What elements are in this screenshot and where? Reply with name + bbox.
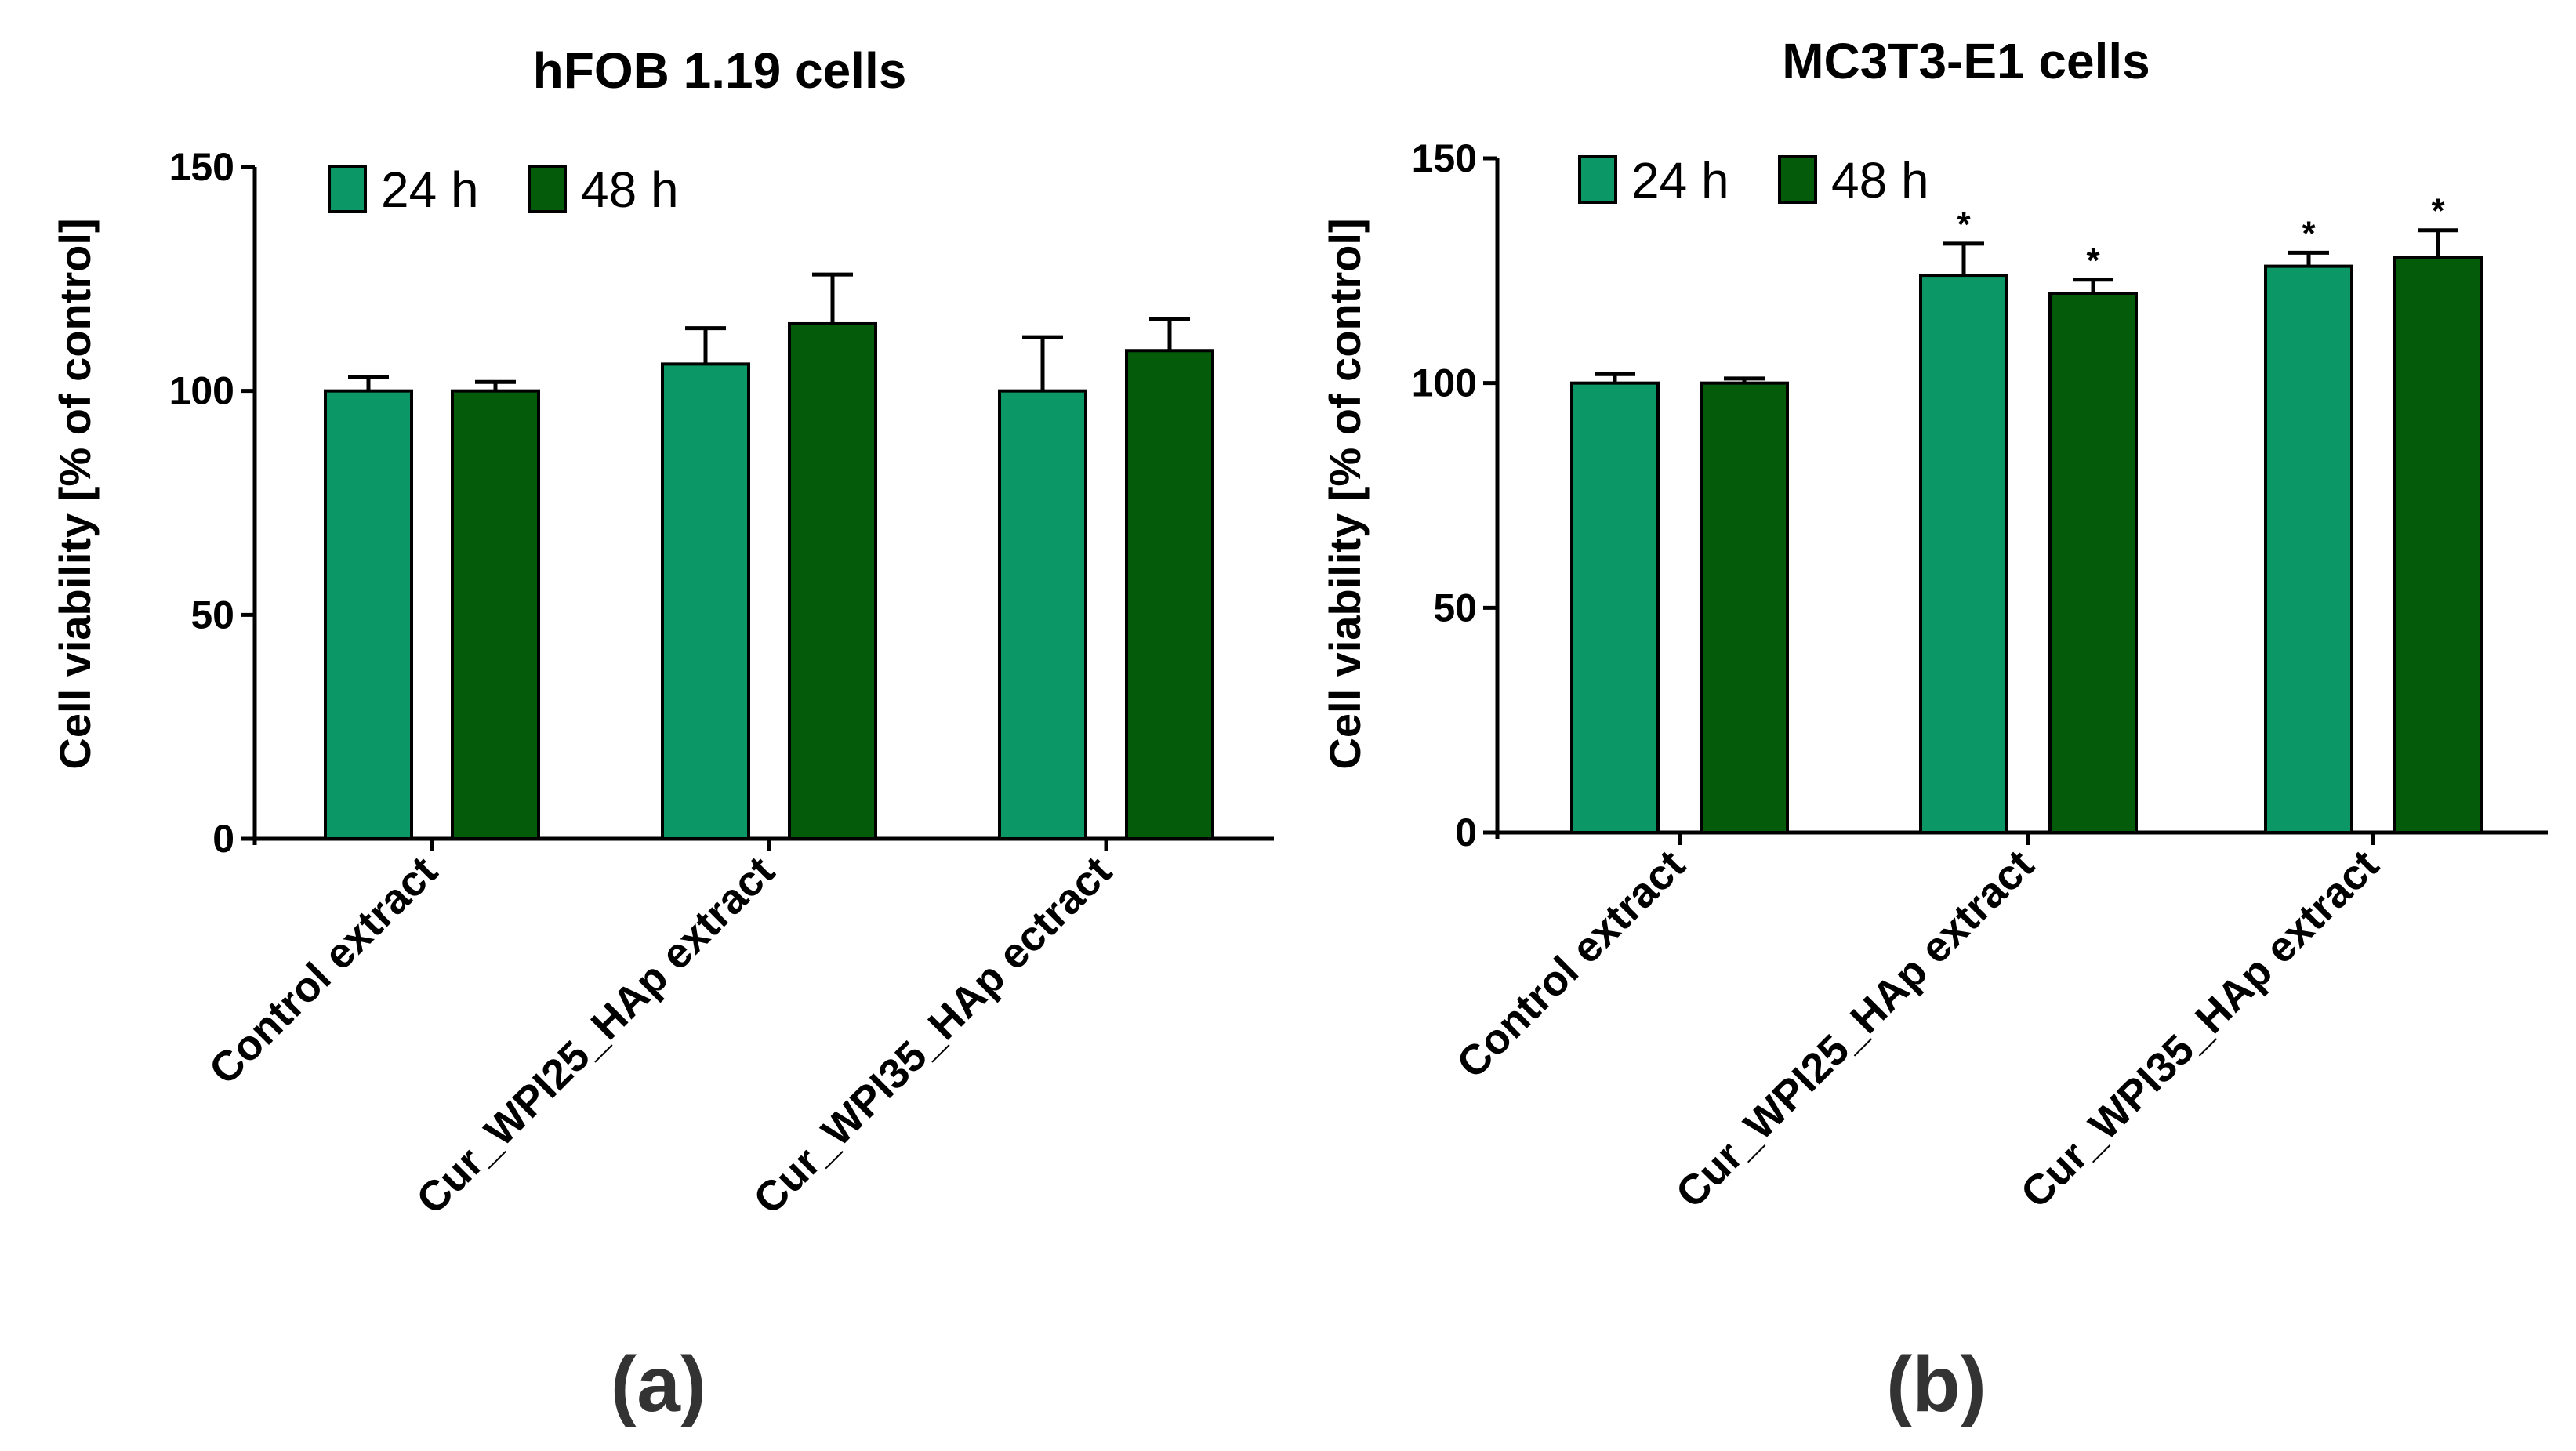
chart-a-y-tick-label: 150 [169,145,234,189]
chart-b-title: MC3T3-E1 cells [1782,33,2150,89]
chart-b-y-tick-label: 150 [1412,136,1477,180]
chart-a-bar [661,362,750,840]
chart-b-bar [2393,256,2483,834]
chart-b: MC3T3-E1 cells Cell viability [% of cont… [1320,33,2150,1428]
chart-a-legend-swatch [528,165,567,213]
chart-b-legend-label: 24 h [1631,152,1729,209]
chart-b-significance-marker: * [2302,214,2316,252]
chart-b-significance-marker: * [2431,192,2445,230]
chart-b-y-tick-label: 100 [1412,361,1477,405]
chart-a-category-label: Cur_WPI35_HAp ectract [745,847,1121,1224]
chart-a-y-axis-label: Cell viability [% of control] [50,218,100,769]
chart-b-significance-marker: * [1957,205,1971,244]
chart-b-category-label: Cur_WPI35_HAp extract [2012,841,2388,1217]
chart-b-category-label: Control extract [1448,841,1694,1087]
chart-a-bar [788,321,877,840]
chart-b-bar [2264,264,2353,835]
chart-b-plot: 0 50 100 150 Control extract * * Cur_WPI25_HAp … [1412,136,2548,1217]
chart-b-legend-label: 48 h [1831,152,1929,209]
chart-a-y-tick-label: 50 [190,593,234,637]
chart-b-legend-swatch [1578,155,1617,204]
chart-b-significance-marker: * [2086,241,2100,280]
chart-b-category-label: Cur_WPI25_HAp extract [1667,841,2043,1217]
chart-b-y-tick-label: 0 [1455,811,1477,854]
chart-a-y-tick-label: 100 [169,369,234,413]
chart-a-legend-swatch [328,165,367,213]
chart-b-y-axis-label: Cell viability [% of control] [1320,218,1370,769]
chart-a-y-tick-label: 0 [212,817,234,861]
chart-a-bar [324,389,413,840]
chart-b-legend-swatch [1778,155,1817,204]
chart-a-bar [1125,349,1214,841]
chart-a-bar [451,389,540,840]
chart-b-panel-label: (b) [1886,1340,1986,1428]
chart-a-legend-label: 24 h [381,161,479,218]
chart-a-bar [998,389,1087,840]
chart-a-category-label: Cur_WPI25_HAp extract [408,847,784,1224]
chart-b-bar [1700,381,1789,834]
chart-a-title: hFOB 1.19 cells [533,42,907,99]
chart-b-bar [2048,292,2138,834]
chart-a-panel-label: (a) [611,1340,706,1428]
chart-a: hFOB 1.19 cells Cell viability [% of con… [50,42,906,1428]
chart-b-y-tick-label: 50 [1433,586,1477,629]
chart-a-category-label: Control extract [200,847,446,1094]
chart-b-bar [1570,381,1660,834]
chart-b-bar [1919,274,2008,835]
chart-a-legend-label: 48 h [581,161,679,218]
